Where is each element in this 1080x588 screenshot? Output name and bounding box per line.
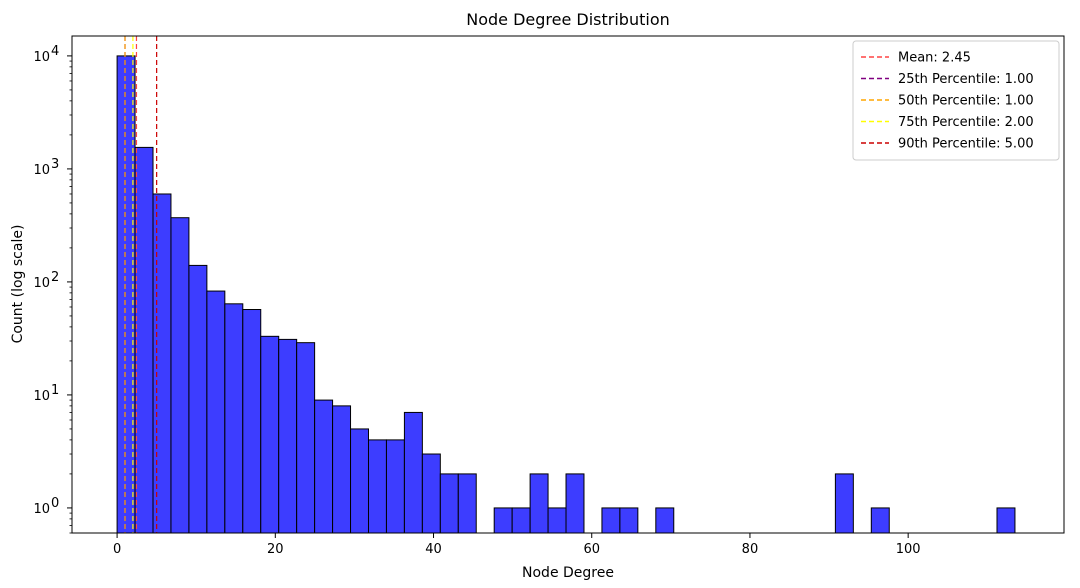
histogram-bar — [314, 399, 334, 534]
histogram-bar — [439, 473, 459, 534]
legend-label: 90th Percentile: 5.00 — [898, 137, 1034, 152]
histogram-bar — [224, 303, 244, 534]
legend-label: 75th Percentile: 2.00 — [898, 115, 1034, 130]
legend-box — [852, 40, 1060, 161]
y-tick-exponent: 3 — [51, 157, 59, 172]
histogram-bar — [152, 193, 172, 534]
histogram-bar — [278, 338, 298, 534]
reference-lines-group — [124, 36, 158, 533]
histogram-bar — [385, 439, 405, 534]
y-tick-exponent: 1 — [51, 383, 59, 398]
y-tick-label: 10 — [33, 163, 50, 178]
histogram-bar — [834, 473, 854, 534]
x-tick-label: 60 — [583, 542, 600, 557]
legend-label: 25th Percentile: 1.00 — [898, 72, 1034, 87]
histogram-bar — [403, 411, 423, 534]
histogram-bar — [332, 405, 352, 534]
histogram-bar — [870, 507, 890, 534]
y-tick-exponent: 0 — [51, 496, 59, 511]
histogram-bar — [565, 473, 585, 534]
x-axis-label: Node Degree — [522, 565, 614, 581]
histogram-bar — [421, 453, 441, 534]
y-tick-exponent: 4 — [51, 44, 59, 59]
legend-label: Mean: 2.45 — [898, 51, 971, 66]
histogram-bar — [188, 264, 208, 534]
histogram-bar — [206, 290, 226, 534]
chart-title: Node Degree Distribution — [466, 10, 670, 29]
x-tick-label: 80 — [742, 542, 759, 557]
histogram-bar — [367, 439, 387, 534]
histogram-bar — [996, 507, 1016, 534]
histogram-bar — [296, 342, 316, 534]
x-axis-ticks: 0 20 40 60 80 100 — [113, 533, 921, 557]
x-tick-label: 20 — [267, 542, 284, 557]
legend-label: 50th Percentile: 1.00 — [898, 94, 1034, 109]
histogram-bar — [134, 146, 154, 534]
y-tick-label: 10 — [33, 389, 50, 404]
histogram-bar — [655, 507, 675, 534]
y-axis-label: Count (log scale) — [10, 225, 26, 344]
histogram-bar — [260, 335, 280, 534]
histogram-bar — [493, 507, 513, 534]
histogram-bar — [511, 507, 531, 534]
histogram-bar — [350, 428, 369, 534]
histogram-bar — [547, 507, 567, 534]
histogram-bar — [529, 473, 549, 534]
y-tick-label: 10 — [33, 276, 50, 291]
x-tick-label: 40 — [425, 542, 442, 557]
x-tick-label: 0 — [113, 542, 121, 557]
histogram-bar — [601, 507, 621, 534]
histogram-bar — [242, 309, 262, 534]
y-tick-label: 10 — [33, 502, 50, 517]
histogram-bar — [619, 507, 639, 534]
histogram-bar — [170, 217, 190, 534]
histogram-bar — [457, 473, 477, 534]
y-tick-exponent: 2 — [51, 270, 59, 285]
legend: Mean: 2.45 25th Percentile: 1.00 50th Perc… — [852, 40, 1060, 161]
x-tick-label: 100 — [896, 542, 921, 557]
bars-group — [116, 55, 1016, 534]
y-tick-label: 10 — [33, 50, 50, 65]
plot-area-frame — [71, 35, 1065, 534]
